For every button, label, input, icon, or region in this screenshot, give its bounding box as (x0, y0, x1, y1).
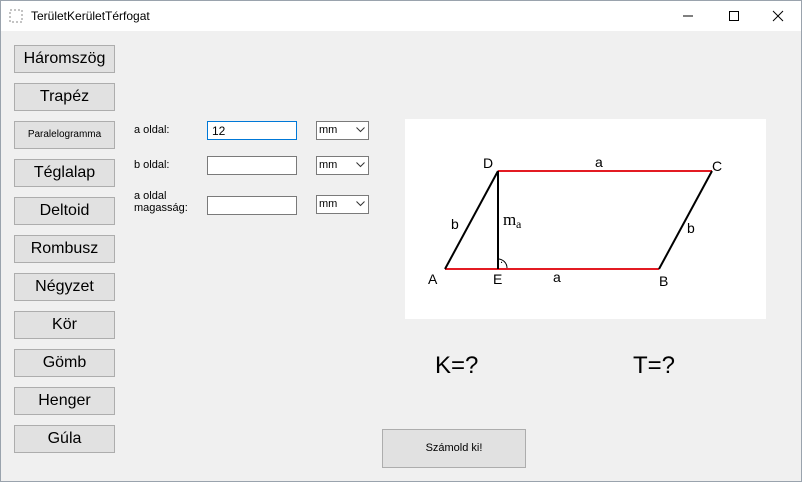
height-label-line2: magasság: (134, 202, 188, 214)
vertex-e: E (493, 271, 502, 287)
area-result: T=? (633, 352, 676, 379)
a-side-input[interactable]: 12 (207, 121, 297, 140)
maximize-icon (729, 11, 739, 21)
haromszog-button[interactable]: Háromszög (14, 45, 115, 73)
minimize-icon (683, 15, 693, 17)
height-label-line1: a oldal (134, 190, 167, 202)
height-unit-value: mm (319, 198, 338, 210)
a-side-unit-value: mm (319, 124, 338, 136)
b-side-input[interactable] (207, 156, 297, 175)
chevron-down-icon (356, 162, 365, 168)
vertex-a: A (428, 271, 438, 287)
edge-label-right: b (687, 220, 695, 236)
edge-label-bottom: a (553, 269, 561, 285)
right-angle-mark (497, 258, 508, 269)
height-unit-select[interactable]: mm (316, 195, 369, 214)
chevron-down-icon (356, 201, 365, 207)
maximize-button[interactable] (711, 1, 757, 31)
minimize-button[interactable] (665, 1, 711, 31)
henger-button[interactable]: Henger (14, 387, 115, 415)
height-subscript: a (516, 217, 522, 231)
gomb-button[interactable]: Gömb (14, 349, 115, 377)
trapez-button[interactable]: Trapéz (14, 83, 115, 111)
window-title: TerületKerületTérfogat (31, 9, 150, 23)
parallelogram-figure: · D C A B E a a b b m a (405, 119, 766, 319)
paralelogramma-button[interactable]: Paralelogramma (14, 121, 115, 149)
edge-ad (444, 170, 499, 270)
b-side-label: b oldal: (134, 159, 170, 171)
gula-button[interactable]: Gúla (14, 425, 115, 453)
kor-button[interactable]: Kör (14, 311, 115, 339)
b-side-unit-value: mm (319, 159, 338, 171)
perimeter-result: K=? (435, 352, 479, 379)
right-angle-dot: · (500, 258, 503, 269)
vertex-c: C (712, 158, 722, 174)
b-side-unit-select[interactable]: mm (316, 156, 369, 175)
app-icon (9, 9, 23, 23)
a-side-unit-select[interactable]: mm (316, 121, 369, 140)
negyzet-button[interactable]: Négyzet (14, 273, 115, 301)
rombusz-button[interactable]: Rombusz (14, 235, 115, 263)
edge-bc (658, 170, 713, 270)
title-bar: TerületKerületTérfogat (1, 1, 801, 31)
teglalap-button[interactable]: Téglalap (14, 159, 115, 187)
close-button[interactable] (755, 1, 801, 31)
close-icon (772, 10, 784, 22)
vertex-d: D (483, 155, 493, 171)
vertex-b: B (659, 273, 668, 289)
a-side-label: a oldal: (134, 124, 170, 136)
edge-label-top: a (595, 154, 603, 170)
height-input[interactable] (207, 196, 297, 215)
parallelogram-diagram: · D C A B E a a b b m a (428, 154, 722, 289)
chevron-down-icon (356, 127, 365, 133)
calculate-button[interactable]: Számold ki! (382, 429, 526, 468)
edge-label-left: b (451, 216, 459, 232)
deltoid-button[interactable]: Deltoid (14, 197, 115, 225)
height-label: m (503, 210, 516, 229)
